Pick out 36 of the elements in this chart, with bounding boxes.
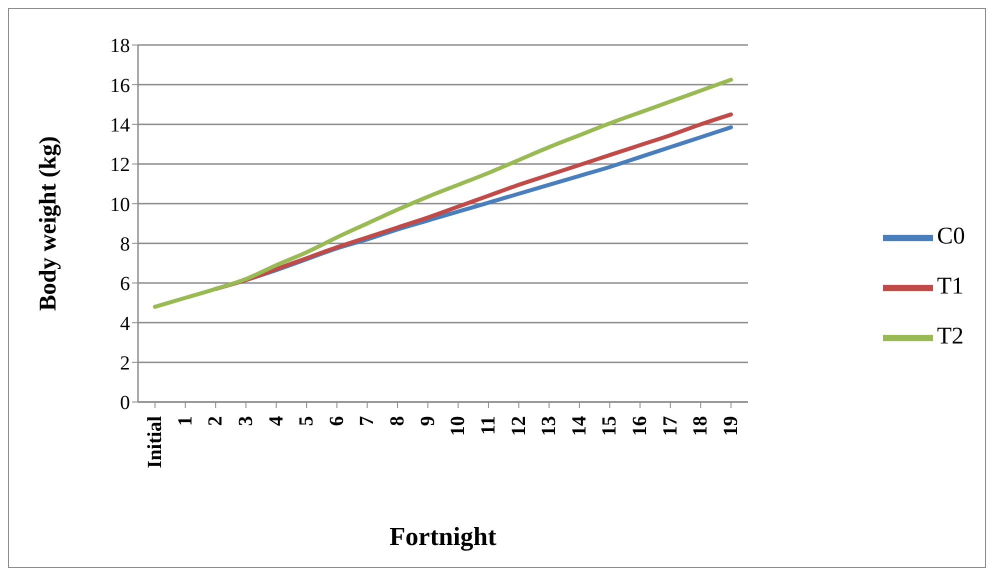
x-tick-label: 18 xyxy=(690,416,712,436)
x-tick-label: 2 xyxy=(204,416,227,426)
x-tick-label: 5 xyxy=(296,416,318,426)
x-tick-label: 3 xyxy=(234,416,257,426)
x-tick-label: 16 xyxy=(629,416,652,436)
x-tick-label: 14 xyxy=(568,416,590,436)
y-tick-label: 12 xyxy=(110,154,130,176)
x-tick-label: 12 xyxy=(508,416,530,436)
x-tick-label: 9 xyxy=(416,416,439,426)
y-tick-label: 2 xyxy=(120,352,130,374)
x-tick-label: 10 xyxy=(447,416,470,436)
x-axis-title: Fortnight xyxy=(390,522,497,551)
x-tick-label: 19 xyxy=(720,416,742,436)
x-tick-label: 7 xyxy=(356,416,378,426)
x-tick-label: 8 xyxy=(386,416,409,426)
legend-label: C0 xyxy=(936,224,965,250)
y-tick-label: 0 xyxy=(120,392,130,414)
y-tick-label: 14 xyxy=(110,114,130,136)
x-tick-label: 15 xyxy=(598,416,621,436)
x-tick-label: Initial xyxy=(144,416,166,468)
x-tick-label: 1 xyxy=(174,416,196,426)
y-tick-label: 6 xyxy=(120,273,130,296)
legend-label: T2 xyxy=(936,324,964,350)
y-tick-label: 10 xyxy=(110,194,130,216)
y-tick-label: 16 xyxy=(110,74,130,97)
legend-label: T1 xyxy=(936,274,964,300)
x-tick-label: 11 xyxy=(477,416,500,435)
y-tick-label: 4 xyxy=(120,312,130,335)
y-tick-label: 18 xyxy=(110,35,130,58)
line-series xyxy=(153,78,733,309)
x-tick-label: 6 xyxy=(326,416,348,426)
x-tick-label: 17 xyxy=(659,416,682,436)
y-axis-title: Body weight (kg) xyxy=(36,136,62,311)
x-tick-label: 4 xyxy=(265,416,288,426)
y-tick-label: 8 xyxy=(120,233,130,256)
x-tick-label: 13 xyxy=(538,416,560,436)
